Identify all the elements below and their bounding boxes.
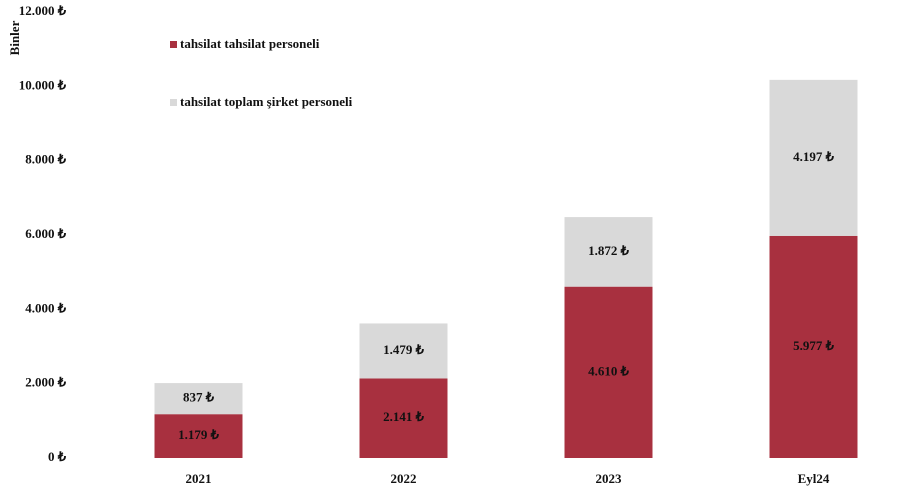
- data-label: 4.197 ₺: [793, 149, 835, 164]
- data-label: 1.479 ₺: [383, 342, 425, 357]
- bar-segment: [154, 383, 243, 415]
- x-tick-label: Eyl24: [798, 471, 830, 486]
- data-label: 5.977 ₺: [793, 338, 835, 353]
- bar-segment: [769, 79, 858, 236]
- legend-label: tahsilat toplam şirket personeli: [180, 94, 353, 109]
- data-label: 1.179 ₺: [178, 427, 220, 442]
- data-label: 2.141 ₺: [383, 409, 425, 424]
- y-tick-label: 10.000 ₺: [19, 77, 67, 92]
- bar-segment: [154, 414, 243, 458]
- y-tick-label: 2.000 ₺: [25, 375, 67, 390]
- x-tick-label: 2022: [391, 471, 417, 486]
- x-tick-label: 2023: [596, 471, 623, 486]
- y-tick-label: 6.000 ₺: [25, 226, 67, 241]
- y-tick-label: 0 ₺: [48, 449, 67, 464]
- data-label: 1.872 ₺: [588, 243, 630, 258]
- legend-swatch: [170, 99, 177, 106]
- legend-label: tahsilat tahsilat personeli: [180, 36, 320, 51]
- bar-segment: [564, 286, 653, 458]
- y-axis-label: Binler: [7, 20, 22, 55]
- data-label: 4.610 ₺: [588, 363, 630, 378]
- bar-segment: [359, 378, 448, 458]
- bar-segment: [564, 217, 653, 287]
- y-tick-label: 4.000 ₺: [25, 300, 67, 315]
- x-tick-label: 2021: [186, 471, 212, 486]
- legend-swatch: [170, 41, 177, 48]
- y-tick-label: 8.000 ₺: [25, 152, 67, 167]
- data-label: 837 ₺: [183, 390, 215, 405]
- y-tick-label: 12.000 ₺: [19, 3, 67, 18]
- bar-segment: [359, 323, 448, 379]
- bar-segment: [769, 235, 858, 458]
